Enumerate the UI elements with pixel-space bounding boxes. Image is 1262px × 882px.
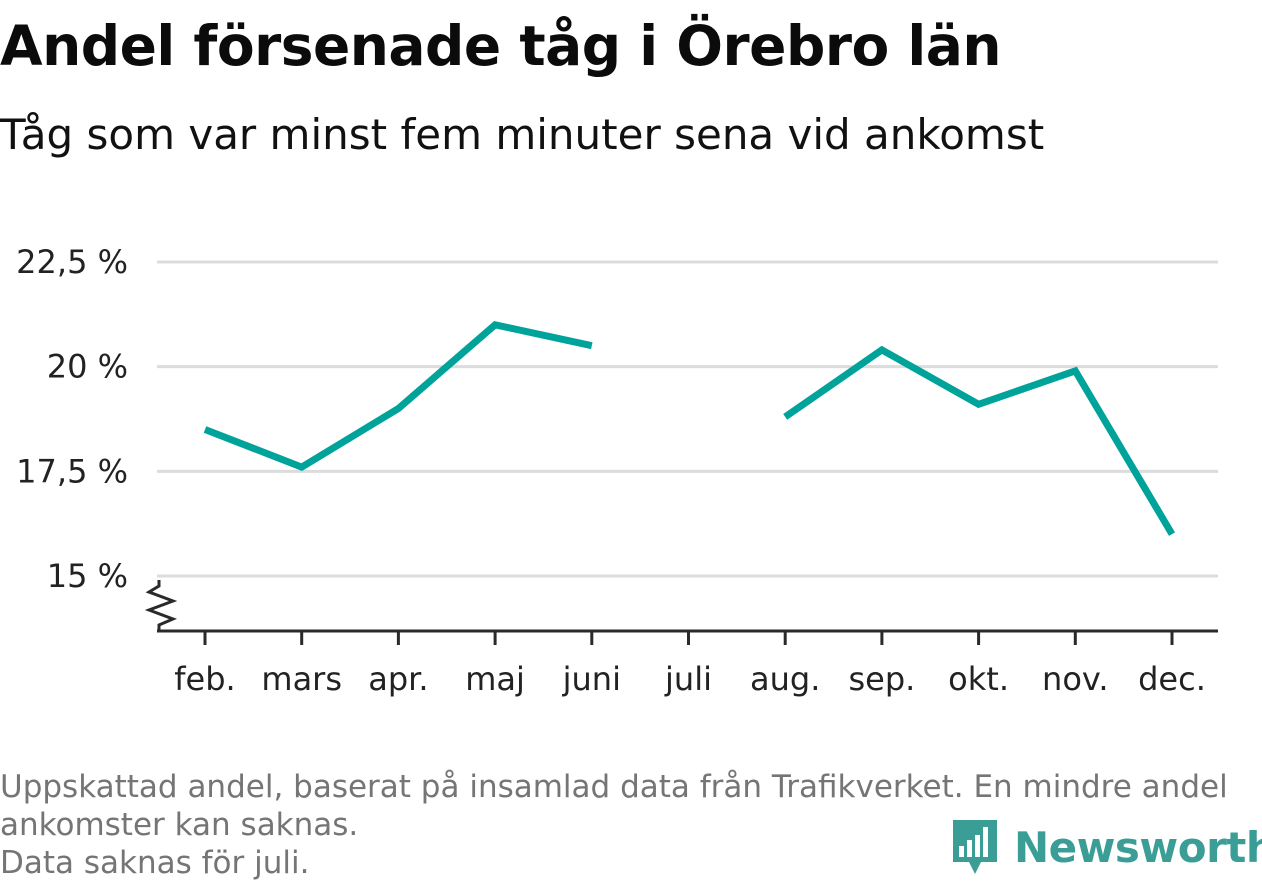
- x-tick-label: apr.: [368, 660, 428, 698]
- y-axis-ticks: 15 % 17,5 % 20 % 22,5 %: [16, 243, 128, 595]
- line-chart: 15 % 17,5 % 20 % 22,5 % feb. mars apr. maj juni…: [16, 243, 1218, 698]
- x-axis-ticks: feb. mars apr. maj juni juli aug. sep. okt. nov. d…: [174, 631, 1206, 698]
- chart-title: Andel försenade tåg i Örebro län: [0, 14, 1002, 78]
- y-tick-label: 15 %: [47, 557, 128, 595]
- series-line: [203, 321, 593, 471]
- x-tick-label: juli: [664, 660, 712, 698]
- x-tick-label: okt.: [948, 660, 1009, 698]
- x-axis: [144, 580, 1218, 633]
- x-tick-label: feb.: [174, 660, 235, 698]
- series-layer: [203, 321, 1176, 536]
- footnote: Uppskattad andel, baserat på insamlad da…: [0, 768, 1250, 882]
- brand-name: Newsworthy: [1014, 822, 1262, 872]
- gridlines: [157, 260, 1218, 578]
- bar-chart-speech-bubble-icon: [953, 820, 997, 874]
- y-tick-label: 22,5 %: [16, 243, 128, 281]
- brand-logo[interactable]: Newsworthy: [950, 816, 1262, 878]
- x-tick-label: maj: [465, 660, 525, 698]
- y-tick-label: 20 %: [47, 348, 128, 386]
- x-tick-label: nov.: [1042, 660, 1108, 698]
- x-tick-label: aug.: [750, 660, 820, 698]
- y-tick-label: 17,5 %: [16, 452, 128, 490]
- chart-subtitle: Tåg som var minst fem minuter sena vid a…: [0, 110, 1045, 159]
- series-line: [783, 345, 1176, 536]
- axis-break-marker: [144, 580, 178, 630]
- x-tick-label: sep.: [848, 660, 915, 698]
- footnote-line-3: Data saknas för juli.: [0, 845, 310, 881]
- x-tick-label: dec.: [1138, 660, 1206, 698]
- x-tick-label: mars: [261, 660, 342, 698]
- footnote-line-1: Uppskattad andel, baserat på insamlad da…: [0, 769, 1228, 805]
- x-tick-label: juni: [562, 660, 621, 698]
- footnote-line-2: ankomster kan saknas.: [0, 807, 359, 843]
